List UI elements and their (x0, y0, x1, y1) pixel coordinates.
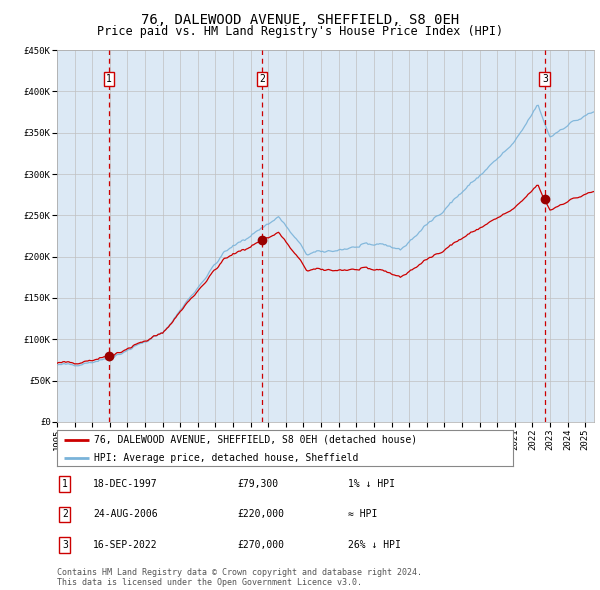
Text: 26% ↓ HPI: 26% ↓ HPI (348, 540, 401, 550)
Text: £79,300: £79,300 (237, 479, 278, 489)
Text: 18-DEC-1997: 18-DEC-1997 (93, 479, 158, 489)
Text: Contains HM Land Registry data © Crown copyright and database right 2024.
This d: Contains HM Land Registry data © Crown c… (57, 568, 422, 587)
Text: 76, DALEWOOD AVENUE, SHEFFIELD, S8 0EH: 76, DALEWOOD AVENUE, SHEFFIELD, S8 0EH (141, 13, 459, 27)
Text: £220,000: £220,000 (237, 510, 284, 519)
Text: 3: 3 (542, 74, 548, 84)
Text: 1: 1 (62, 479, 68, 489)
Text: 1% ↓ HPI: 1% ↓ HPI (348, 479, 395, 489)
Text: 2: 2 (259, 74, 265, 84)
Text: 1: 1 (106, 74, 112, 84)
Text: Price paid vs. HM Land Registry's House Price Index (HPI): Price paid vs. HM Land Registry's House … (97, 25, 503, 38)
Text: 2: 2 (62, 510, 68, 519)
Text: HPI: Average price, detached house, Sheffield: HPI: Average price, detached house, Shef… (94, 453, 359, 463)
Text: 16-SEP-2022: 16-SEP-2022 (93, 540, 158, 550)
Text: £270,000: £270,000 (237, 540, 284, 550)
Text: 76, DALEWOOD AVENUE, SHEFFIELD, S8 0EH (detached house): 76, DALEWOOD AVENUE, SHEFFIELD, S8 0EH (… (94, 435, 418, 445)
Text: 3: 3 (62, 540, 68, 550)
Text: ≈ HPI: ≈ HPI (348, 510, 377, 519)
Text: 24-AUG-2006: 24-AUG-2006 (93, 510, 158, 519)
